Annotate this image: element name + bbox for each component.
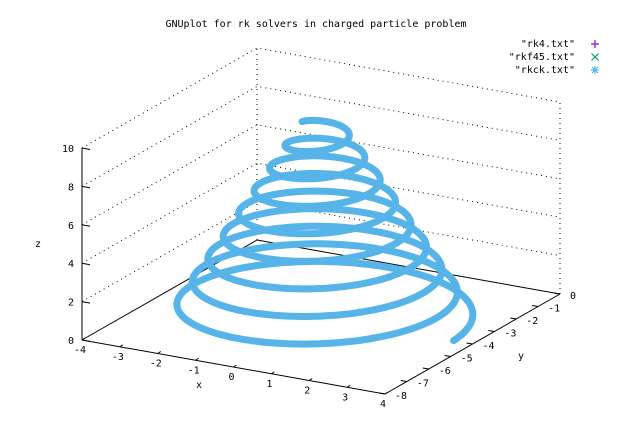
- legend-entry-2: "rkck.txt": [515, 65, 575, 76]
- x-tick-label: -3: [112, 352, 124, 363]
- x-tick-label: -1: [188, 365, 200, 376]
- legend: "rk4.txt" "rkf45.txt" "rkck.txt": [509, 39, 599, 76]
- y-tick-label: -4: [483, 341, 495, 352]
- y-tick: [488, 330, 495, 332]
- z-tick-label: 6: [68, 221, 74, 232]
- x-tick: [157, 351, 162, 354]
- y-tick: [422, 367, 429, 370]
- x-tick: [81, 337, 86, 341]
- x-tick-label: 2: [304, 386, 310, 397]
- z-tick: [81, 339, 91, 342]
- y-tick-label: -6: [439, 366, 451, 377]
- x-tick: [271, 371, 275, 375]
- y-axis-label: y: [518, 351, 524, 362]
- y-tick: [378, 392, 386, 395]
- x-tick-label: 4: [380, 399, 386, 410]
- z-tick-label: 2: [68, 298, 74, 309]
- trajectory-line-rkck: [173, 116, 477, 348]
- legend-entry-0: "rk4.txt": [521, 39, 575, 50]
- x-tick-label: -4: [74, 345, 86, 356]
- z-tick: [81, 185, 91, 189]
- z-tick: [81, 224, 91, 227]
- grid: [81, 47, 561, 303]
- x-tick: [384, 391, 389, 395]
- z-tick-label: 4: [68, 259, 74, 270]
- y-tick-label: -3: [504, 329, 516, 340]
- x-tick-label: 0: [228, 372, 234, 383]
- y-tick-label: 0: [570, 291, 576, 302]
- legend-entry-1: "rkf45.txt": [509, 52, 575, 63]
- legend-marker-1: [591, 53, 599, 61]
- y-tick-label: -5: [461, 354, 473, 365]
- z-gridline: [81, 47, 561, 149]
- z-tick: [81, 262, 91, 266]
- y-tick-label: -7: [417, 379, 429, 390]
- x-tick-label: 1: [266, 379, 272, 390]
- z-tick-label: 0: [68, 336, 74, 347]
- y-tick-label: -8: [395, 391, 407, 402]
- y-tick: [400, 380, 407, 382]
- legend-marker-0: [591, 40, 599, 48]
- x-axis-label: x: [196, 380, 202, 391]
- x-tick: [233, 364, 237, 368]
- y-tick-label: -2: [526, 316, 538, 327]
- x-tick-label: -2: [150, 359, 162, 370]
- legend-marker-2: [591, 66, 599, 74]
- z-tick: [81, 301, 91, 304]
- x-tick: [195, 357, 199, 361]
- chart-title: GNUplot for rk solvers in charged partic…: [165, 19, 466, 30]
- data-layer: [173, 116, 477, 348]
- z-axis-label: z: [35, 239, 41, 250]
- y-tick-label: -1: [548, 304, 560, 315]
- y-tick: [553, 292, 561, 295]
- axes: 0 2 4 6 8 10 -4 -3 -2 -1 0 1 2 3 4 -8 -7 -6 -5 -4 -3 -2 -1 0: [62, 144, 576, 410]
- z-tick-label: 10: [62, 144, 74, 155]
- z-tick-label: 8: [68, 182, 74, 193]
- x-tick-label: 3: [342, 392, 348, 403]
- y-tick: [510, 317, 517, 320]
- y-tick: [466, 342, 473, 345]
- x-tick: [308, 378, 313, 381]
- z-tick: [81, 147, 91, 150]
- x-tick: [346, 384, 351, 388]
- x-tick: [119, 344, 124, 348]
- y-tick: [444, 355, 451, 357]
- y-tick: [532, 305, 539, 307]
